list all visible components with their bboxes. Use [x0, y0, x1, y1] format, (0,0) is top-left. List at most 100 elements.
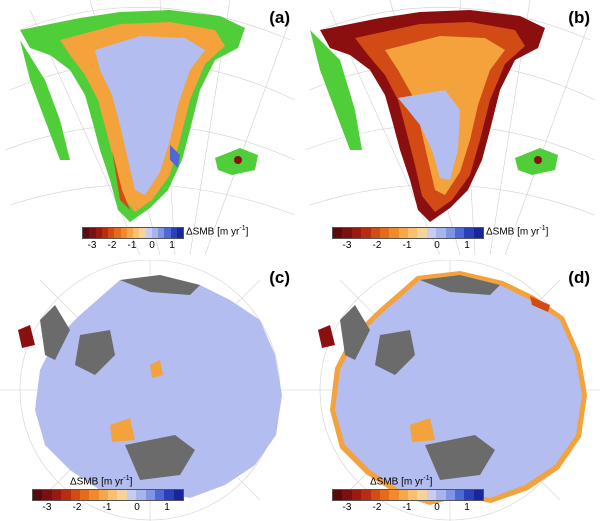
colorbar-swatch	[436, 490, 446, 500]
colorbar-tick-label: -3	[87, 240, 97, 251]
colorbar-tick-label: 1	[464, 502, 470, 513]
colorbar-tick-label: -2	[372, 240, 382, 251]
antarctic-peninsula	[40, 305, 70, 360]
colorbar-swatch	[95, 228, 102, 238]
colorbar-swatch	[379, 228, 390, 238]
colorbar-swatch	[145, 490, 155, 500]
colorbar-tick-label: 1	[464, 240, 470, 251]
colorbar-b	[332, 227, 484, 239]
colorbar-tick-label: -1	[402, 502, 412, 513]
colorbar-swatch	[83, 228, 90, 238]
panel-label-c: (c)	[269, 268, 290, 287]
colorbar-swatch	[426, 490, 437, 500]
colorbar-swatch	[351, 228, 362, 238]
colorbar-swatch	[79, 490, 90, 500]
colorbar-swatch	[108, 490, 118, 500]
colorbar-swatch	[136, 490, 146, 500]
colorbar-tick-label: 0	[149, 240, 155, 251]
colorbar-swatch	[389, 228, 399, 238]
colorbar-swatch	[454, 490, 465, 500]
colorbar-tick-label: -1	[127, 240, 137, 251]
panel-c: (c) ΔSMB [m yr-1] -3 -2 -1 0 1	[0, 260, 300, 521]
colorbar-swatch	[51, 490, 62, 500]
colorbar-swatch	[426, 228, 437, 238]
colorbar-swatch	[145, 228, 152, 238]
colorbar-swatch	[389, 490, 399, 500]
colorbar-swatch	[351, 490, 362, 500]
colorbar-swatch	[89, 228, 96, 238]
antarctica-ice	[35, 275, 282, 500]
colorbar-tick-label: -2	[72, 502, 82, 513]
colorbar-swatch	[408, 490, 418, 500]
colorbar-swatch	[42, 490, 52, 500]
colorbar-swatch	[114, 228, 121, 238]
colorbar-tick-label: -3	[342, 240, 352, 251]
colorbar-swatch	[342, 228, 352, 238]
map-antarctica-d	[300, 260, 600, 521]
colorbar-tick-label: 0	[134, 502, 140, 513]
colorbar-swatch	[361, 228, 371, 238]
colorbar-swatch	[108, 228, 115, 238]
colorbar-swatch	[342, 490, 352, 500]
colorbar-title-b: ΔSMB [m yr-1]	[486, 225, 549, 238]
colorbar-swatch	[436, 228, 446, 238]
colorbar-tick-label: 1	[164, 502, 170, 513]
colorbar-swatch	[176, 228, 183, 238]
colorbar-swatch	[151, 228, 158, 238]
panel-label-d: (d)	[568, 268, 590, 287]
colorbar-swatch	[70, 490, 80, 500]
colorbar-title-c: ΔSMB [m yr-1]	[70, 475, 133, 488]
colorbar-swatch	[333, 490, 343, 500]
colorbar-swatch	[164, 228, 171, 238]
colorbar-a	[82, 227, 184, 239]
colorbar-tick-label: -3	[42, 502, 52, 513]
colorbar-swatch	[370, 490, 380, 500]
map-greenland-a	[4, 0, 296, 256]
colorbar-swatch	[398, 490, 408, 500]
colorbar-tick-label: 0	[434, 502, 440, 513]
colorbar-swatch	[170, 228, 177, 238]
antarctica-ice-d	[335, 275, 582, 500]
colorbar-c	[32, 489, 184, 501]
map-antarctica-c	[0, 260, 300, 521]
colorbar-swatch	[120, 228, 127, 238]
colorbar-swatch	[379, 490, 390, 500]
colorbar-swatch	[126, 228, 133, 238]
panel-a: (a) ΔSMB [m yr-1] -3 -2 -1 0 1	[0, 0, 300, 260]
greenland-ice	[95, 36, 205, 195]
colorbar-title-d: ΔSMB [m yr-1]	[370, 475, 433, 488]
colorbar-swatch	[445, 490, 455, 500]
colorbar-swatch	[164, 490, 174, 500]
colorbar-swatch	[133, 228, 140, 238]
colorbar-swatch	[445, 228, 455, 238]
colorbar-swatch	[417, 490, 427, 500]
colorbar-tick-label: -2	[107, 240, 117, 251]
colorbar-swatch	[158, 228, 165, 238]
colorbar-swatch	[173, 490, 183, 500]
ross-ice-shelf	[125, 435, 195, 480]
colorbar-swatch	[408, 228, 418, 238]
map-greenland-b	[304, 0, 596, 256]
panel-label-b: (b)	[568, 8, 590, 27]
colorbar-swatch	[473, 490, 483, 500]
colorbar-swatch	[464, 228, 474, 238]
colorbar-swatch	[89, 490, 99, 500]
colorbar-tick-label: 1	[169, 240, 175, 251]
colorbar-tick-label: -1	[102, 502, 112, 513]
colorbar-swatch	[154, 490, 165, 500]
panel-d: (d) ΔSMB [m yr-1] -3 -2 -1 0 1	[300, 260, 600, 521]
colorbar-tick-label: -1	[402, 240, 412, 251]
colorbar-tick-label: 0	[434, 240, 440, 251]
colorbar-swatch	[33, 490, 43, 500]
colorbar-title-a: ΔSMB [m yr-1]	[186, 225, 249, 238]
colorbar-swatch	[139, 228, 146, 238]
colorbar-swatch	[398, 228, 408, 238]
colorbar-swatch	[98, 490, 108, 500]
panel-label-a: (a)	[269, 8, 290, 27]
colorbar-swatch	[333, 228, 343, 238]
colorbar-swatch	[464, 490, 474, 500]
greenland-ice-b	[398, 90, 460, 180]
colorbar-tick-label: -3	[342, 502, 352, 513]
colorbar-swatch	[417, 228, 427, 238]
colorbar-swatch	[101, 228, 108, 238]
